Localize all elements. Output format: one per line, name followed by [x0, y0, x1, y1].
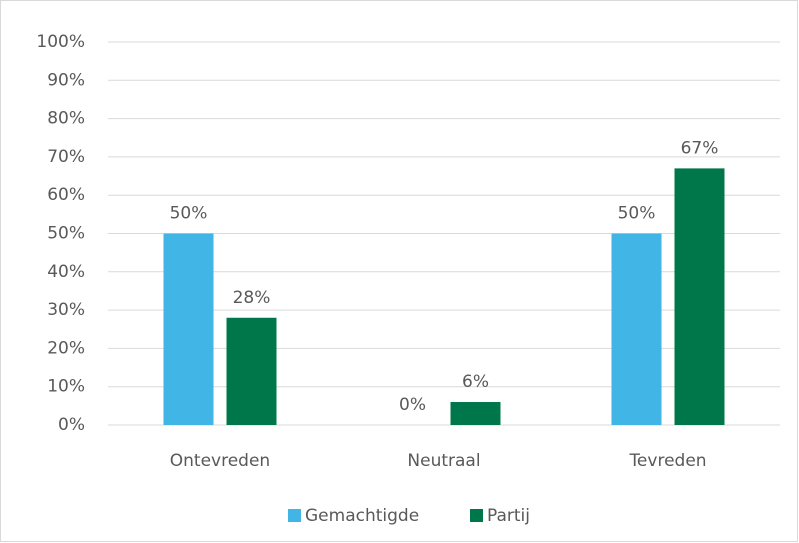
x-tick-label: Ontevreden [170, 451, 270, 471]
value-label: 50% [618, 204, 656, 224]
bar [674, 168, 725, 425]
y-tick-label: 10% [47, 377, 85, 397]
value-label: 50% [170, 204, 208, 224]
y-tick-label: 70% [47, 147, 85, 167]
y-tick-label: 30% [47, 300, 85, 320]
y-tick-label: 20% [47, 338, 85, 358]
y-tick-label: 60% [47, 185, 85, 205]
y-tick-label: 80% [47, 109, 85, 129]
bar [450, 402, 501, 425]
value-label: 67% [681, 138, 719, 158]
y-tick-label: 50% [47, 224, 85, 244]
bar [163, 233, 214, 425]
value-label: 28% [233, 288, 271, 308]
y-tick-label: 100% [36, 32, 85, 52]
legend-label: Partij [487, 506, 530, 526]
y-tick-label: 0% [58, 415, 85, 435]
x-tick-label: Tevreden [628, 451, 706, 471]
value-label: 6% [462, 372, 489, 392]
legend-swatch [470, 509, 483, 522]
y-tick-label: 40% [47, 262, 85, 282]
value-label: 0% [399, 395, 426, 415]
bar [226, 317, 277, 425]
legend-swatch [288, 509, 301, 522]
bar [611, 233, 662, 425]
legend-label: Gemachtigde [305, 506, 419, 526]
x-tick-label: Neutraal [407, 451, 480, 471]
y-tick-label: 90% [47, 70, 85, 90]
